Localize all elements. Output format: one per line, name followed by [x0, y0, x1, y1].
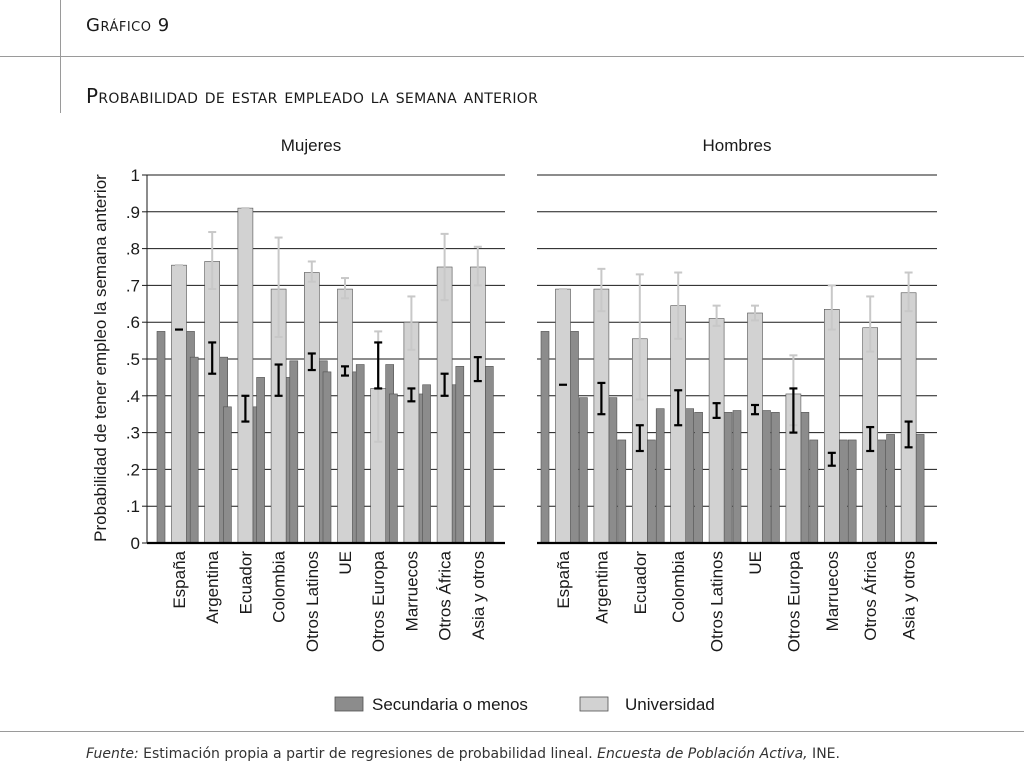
- bar-secundaria: [809, 439, 819, 544]
- x-tick-label: Otros África: [861, 550, 880, 640]
- x-tick-label: Otros Latinos: [303, 551, 322, 652]
- bar-secundaria: [389, 393, 398, 544]
- figure-number: Gráfico 9: [86, 15, 170, 36]
- x-tick-label: UE: [746, 551, 765, 575]
- source-note: Fuente: Estimación propia a partir de re…: [86, 746, 840, 762]
- x-tick-label: Otros Europa: [784, 550, 803, 652]
- bar-secundaria: [915, 434, 925, 544]
- bar-secundaria: [355, 364, 365, 544]
- bar-universidad: [337, 288, 353, 544]
- bar-universidad: [555, 288, 571, 544]
- bar-universidad: [593, 288, 610, 544]
- source-org: INE.: [807, 746, 840, 762]
- bar-secundaria: [256, 377, 265, 544]
- x-tick-label: Ecuador: [236, 551, 255, 615]
- y-tick-label: .7: [126, 276, 140, 295]
- bar-secundaria: [484, 366, 494, 544]
- panel-title: Hombres: [703, 136, 772, 155]
- header-divider: [0, 56, 1024, 57]
- legend-swatch-universidad: [579, 696, 609, 712]
- bar-secundaria: [455, 366, 465, 544]
- legend-label-universidad: Universidad: [625, 695, 715, 714]
- bar-universidad: [747, 312, 763, 544]
- x-tick-label: Otros Latinos: [708, 551, 727, 652]
- bar-secundaria: [570, 331, 579, 544]
- bar-secundaria: [732, 410, 742, 544]
- bar-universidad: [237, 207, 254, 544]
- x-tick-label: Asia y otros: [469, 551, 488, 640]
- bar-secundaria: [223, 406, 232, 544]
- x-tick-label: Marruecos: [823, 551, 842, 631]
- bar-secundaria: [608, 397, 618, 544]
- bar-secundaria: [617, 439, 627, 544]
- bar-universidad: [403, 321, 420, 544]
- source-survey: Encuesta de Población Activa,: [597, 746, 808, 762]
- bar-secundaria: [646, 439, 656, 544]
- footer-divider: [0, 731, 1024, 732]
- x-tick-label: UE: [336, 551, 355, 575]
- bar-secundaria: [540, 331, 550, 544]
- bar-secundaria: [723, 412, 733, 544]
- bar-secundaria: [289, 360, 299, 544]
- y-tick-label: .6: [126, 313, 140, 332]
- bar-universidad: [303, 272, 320, 544]
- bar-secundaria: [156, 331, 166, 544]
- bar-universidad: [708, 318, 725, 544]
- bar-secundaria: [685, 408, 695, 544]
- bar-secundaria: [579, 397, 588, 544]
- x-tick-label: Ecuador: [631, 551, 650, 615]
- legend-label-secundaria: Secundaria o menos: [372, 695, 528, 714]
- panel-title: Mujeres: [281, 136, 341, 155]
- x-tick-label: Colombia: [669, 550, 688, 622]
- bar-secundaria: [694, 412, 703, 544]
- y-axis-label: Probabilidad de tener empleo la semana a…: [91, 174, 110, 542]
- bar-secundaria: [800, 412, 810, 544]
- figure-title: Probabilidad de estar empleado la semana…: [86, 84, 539, 108]
- x-tick-label: Argentina: [203, 550, 222, 623]
- y-tick-label: .2: [126, 460, 140, 479]
- bar-universidad: [900, 292, 917, 544]
- bar-secundaria: [322, 371, 332, 544]
- bar-universidad: [469, 266, 486, 544]
- bar-universidad: [436, 266, 453, 544]
- x-tick-label: Marruecos: [402, 551, 421, 631]
- bar-secundaria: [655, 408, 665, 544]
- bar-secundaria: [877, 439, 887, 544]
- y-tick-label: .3: [126, 424, 140, 443]
- x-tick-label: Otros Europa: [369, 550, 388, 652]
- bar-secundaria: [762, 410, 771, 544]
- legend-swatch-secundaria: [334, 696, 364, 712]
- y-tick-label: 0: [131, 534, 140, 553]
- bar-secundaria: [422, 384, 431, 544]
- y-tick-label: .8: [126, 240, 140, 259]
- bar-secundaria: [189, 356, 199, 544]
- source-label: Fuente:: [86, 746, 139, 762]
- bar-secundaria: [886, 434, 895, 544]
- y-tick-label: .9: [126, 203, 140, 222]
- bar-secundaria: [847, 439, 857, 544]
- y-tick-label: .4: [126, 387, 140, 406]
- x-tick-label: España: [554, 550, 573, 608]
- bar-secundaria: [771, 412, 780, 544]
- y-tick-label: .5: [126, 350, 140, 369]
- bar-universidad: [204, 261, 220, 544]
- y-tick-label: 1: [131, 166, 140, 185]
- x-tick-label: Argentina: [592, 550, 611, 623]
- x-tick-label: Asia y otros: [900, 551, 919, 640]
- x-tick-label: España: [170, 550, 189, 608]
- source-text: Estimación propia a partir de regresione…: [138, 746, 598, 762]
- x-tick-label: Colombia: [270, 550, 289, 622]
- bar-universidad: [171, 264, 187, 544]
- x-tick-label: Otros África: [436, 550, 455, 640]
- bar-secundaria: [838, 439, 848, 544]
- bar-universidad: [823, 309, 840, 544]
- y-tick-label: .1: [126, 497, 140, 516]
